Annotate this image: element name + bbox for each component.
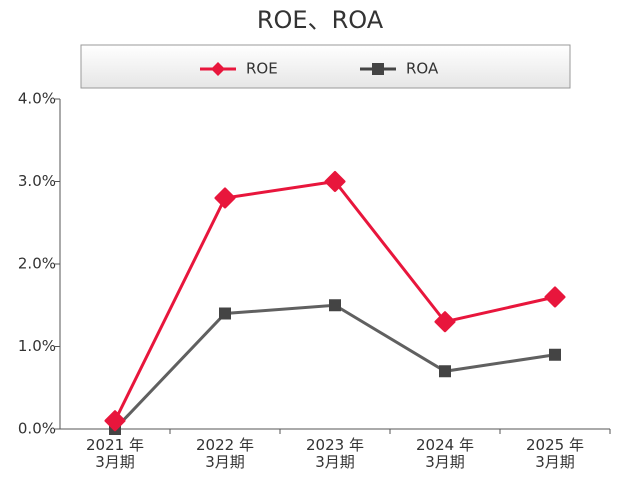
point	[439, 365, 451, 378]
y-tick-label: 1.0%	[18, 337, 56, 355]
legend-marker	[372, 63, 384, 75]
point	[549, 348, 561, 361]
point	[434, 311, 456, 333]
point	[214, 187, 236, 209]
legend-box	[80, 44, 571, 89]
y-tick-label: 0.0%	[18, 420, 56, 438]
point	[544, 286, 566, 308]
point	[324, 171, 346, 192]
x-tick-label: 2024 年 3月期	[416, 436, 474, 471]
x-tick-label: 2025 年 3月期	[526, 436, 584, 471]
legend-marker	[211, 62, 225, 76]
y-tick-label: 4.0%	[18, 90, 56, 108]
legend-label: ROE	[246, 60, 278, 78]
x-tick-label: 2021 年 3月期	[86, 436, 144, 471]
y-tick-label: 3.0%	[18, 172, 56, 190]
x-tick-label: 2022 年 3月期	[196, 436, 254, 471]
y-tick-label: 2.0%	[18, 255, 56, 273]
chart-title: ROE、ROA	[257, 6, 384, 34]
point	[104, 410, 126, 432]
legend-label: ROA	[406, 60, 439, 78]
x-tick-label: 2023 年 3月期	[306, 436, 364, 471]
point	[329, 299, 341, 312]
point	[219, 307, 231, 320]
series-line	[113, 303, 556, 431]
